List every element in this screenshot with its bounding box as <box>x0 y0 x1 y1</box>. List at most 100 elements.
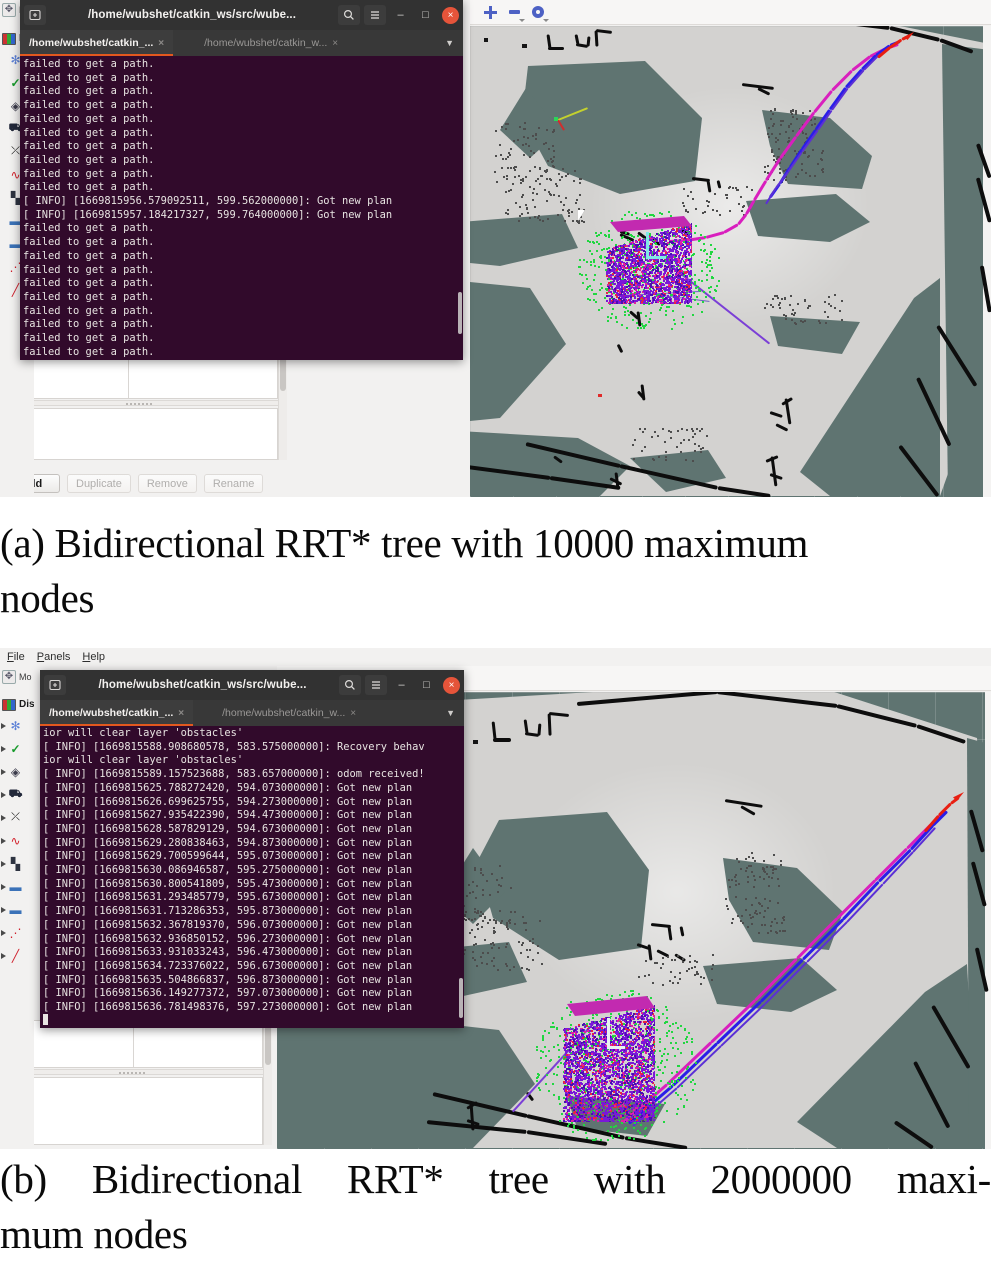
tree-item[interactable]: ∿ <box>0 829 34 852</box>
scan-dot <box>776 921 778 924</box>
menu-icon[interactable] <box>364 5 386 25</box>
tree-item[interactable]: ◈ <box>0 760 34 783</box>
zoom-in-icon[interactable] <box>478 1 502 23</box>
node-point <box>619 269 622 272</box>
properties-scrollbar-a[interactable] <box>278 352 287 460</box>
sample-point <box>658 1101 660 1104</box>
search-icon[interactable] <box>338 5 360 25</box>
tree-item[interactable]: ◈ <box>0 94 34 117</box>
node-point <box>633 1017 636 1020</box>
sample-point <box>710 253 713 256</box>
close-icon[interactable]: × <box>332 37 339 49</box>
chevron-right-icon[interactable] <box>1 952 6 959</box>
minimize-button[interactable]: – <box>397 9 404 21</box>
tree-item[interactable]: ✓ <box>0 71 34 94</box>
sample-point <box>694 283 697 286</box>
move-camera-tool-b[interactable]: Mo <box>0 666 34 687</box>
sample-point <box>628 313 631 316</box>
sample-point <box>616 1131 619 1134</box>
scan-dot <box>520 212 523 215</box>
sample-point <box>656 1028 659 1031</box>
tree-item[interactable]: ⛟ <box>0 117 34 140</box>
scan-dot <box>777 901 780 904</box>
new-tab-icon[interactable] <box>24 5 46 25</box>
tree-item[interactable]: ╱ <box>0 278 34 301</box>
tree-item[interactable]: ✓ <box>0 737 34 760</box>
chevron-right-icon[interactable] <box>1 837 6 844</box>
display-properties-bottom-b[interactable] <box>0 1077 263 1145</box>
panel-splitter-b[interactable] <box>0 1069 263 1075</box>
node-point <box>653 271 656 274</box>
terminal-window-a[interactable]: /home/wubshet/catkin_ws/src/wube... – □ … <box>20 0 463 360</box>
tree-item[interactable]: ✻ <box>0 714 34 737</box>
chevron-right-icon[interactable] <box>1 814 6 821</box>
tree-item[interactable]: ⋰ <box>0 255 34 278</box>
tree-item[interactable]: ∿ <box>0 163 34 186</box>
tree-item[interactable]: ⤫ <box>0 806 34 829</box>
sample-point <box>598 233 600 236</box>
scan-dot <box>544 189 547 192</box>
tree-item[interactable]: ▬ <box>0 898 34 921</box>
chevron-right-icon[interactable] <box>1 906 6 913</box>
tree-item[interactable]: ▬ <box>0 875 34 898</box>
scan-dot <box>551 159 554 162</box>
node-point <box>620 300 623 302</box>
chevron-right-icon[interactable] <box>1 929 6 936</box>
tree-item[interactable]: ⛟ <box>0 783 34 806</box>
tree-item[interactable]: ✻ <box>0 48 34 71</box>
chevron-right-icon[interactable] <box>1 883 6 890</box>
panel-splitter-a[interactable] <box>0 400 278 406</box>
scan-dot <box>694 443 697 446</box>
node-point <box>630 297 632 300</box>
laser-scan-dots <box>494 122 556 184</box>
terminal-tab-2-a[interactable]: /home/wubshet/catkin_w... × <box>195 30 347 56</box>
chevron-right-icon[interactable] <box>1 860 6 867</box>
properties-scrollbar-b[interactable] <box>263 1020 272 1145</box>
tree-item[interactable]: ⋰ <box>0 921 34 944</box>
node-point <box>676 279 679 282</box>
tree-item[interactable]: ▬ <box>0 232 34 255</box>
displays-panel-header-b[interactable]: Dis <box>0 695 34 714</box>
terminal-titlebar-a[interactable]: /home/wubshet/catkin_ws/src/wube... – □ … <box>20 0 463 30</box>
sample-point <box>610 1126 613 1129</box>
tree-item[interactable]: ▚ <box>0 852 34 875</box>
rename-button[interactable]: Rename <box>203 474 264 493</box>
scan-dot <box>493 944 496 946</box>
remove-button[interactable]: Remove <box>137 474 197 493</box>
scan-dot <box>519 125 522 128</box>
tree-item[interactable]: ▬ <box>0 209 34 232</box>
chevron-right-icon[interactable] <box>1 791 6 798</box>
rviz-3d-view-a[interactable] <box>470 26 991 497</box>
node-point <box>672 274 675 276</box>
tree-item[interactable]: ╱ <box>0 944 34 967</box>
scan-dot <box>691 197 694 200</box>
menu-panels[interactable]: Panels <box>36 650 71 663</box>
menu-file[interactable]: File <box>7 650 25 663</box>
display-properties-bottom-a[interactable] <box>0 408 278 460</box>
duplicate-button[interactable]: Duplicate <box>67 474 131 493</box>
scan-dot <box>534 138 537 140</box>
menu-help[interactable]: Help <box>82 650 106 663</box>
close-icon[interactable]: × <box>158 37 165 49</box>
scan-dot <box>661 956 664 959</box>
tree-item[interactable]: ▚ <box>0 186 34 209</box>
terminal-scrollbar-a[interactable] <box>458 292 462 334</box>
terminal-tab-1-a[interactable]: /home/wubshet/catkin_... × <box>20 30 174 56</box>
node-point <box>648 271 651 274</box>
focus-camera-icon[interactable] <box>526 1 550 23</box>
scan-dot <box>743 204 745 207</box>
chevron-right-icon[interactable] <box>1 768 6 775</box>
scan-dot <box>486 921 489 924</box>
node-point <box>666 266 668 269</box>
node-point <box>633 281 636 284</box>
chevron-down-icon[interactable]: ▼ <box>445 38 454 48</box>
chevron-right-icon[interactable] <box>1 745 6 752</box>
tree-item[interactable]: ⤫ <box>0 140 34 163</box>
chevron-right-icon[interactable] <box>1 722 6 729</box>
property-column-divider[interactable] <box>128 353 129 398</box>
terminal-output-a[interactable]: failed to get a path. failed to get a pat… <box>20 56 463 360</box>
scan-dot <box>577 221 580 224</box>
zoom-out-icon[interactable] <box>502 1 526 23</box>
maximize-button[interactable]: □ <box>422 9 429 21</box>
close-button[interactable]: × <box>442 6 459 24</box>
